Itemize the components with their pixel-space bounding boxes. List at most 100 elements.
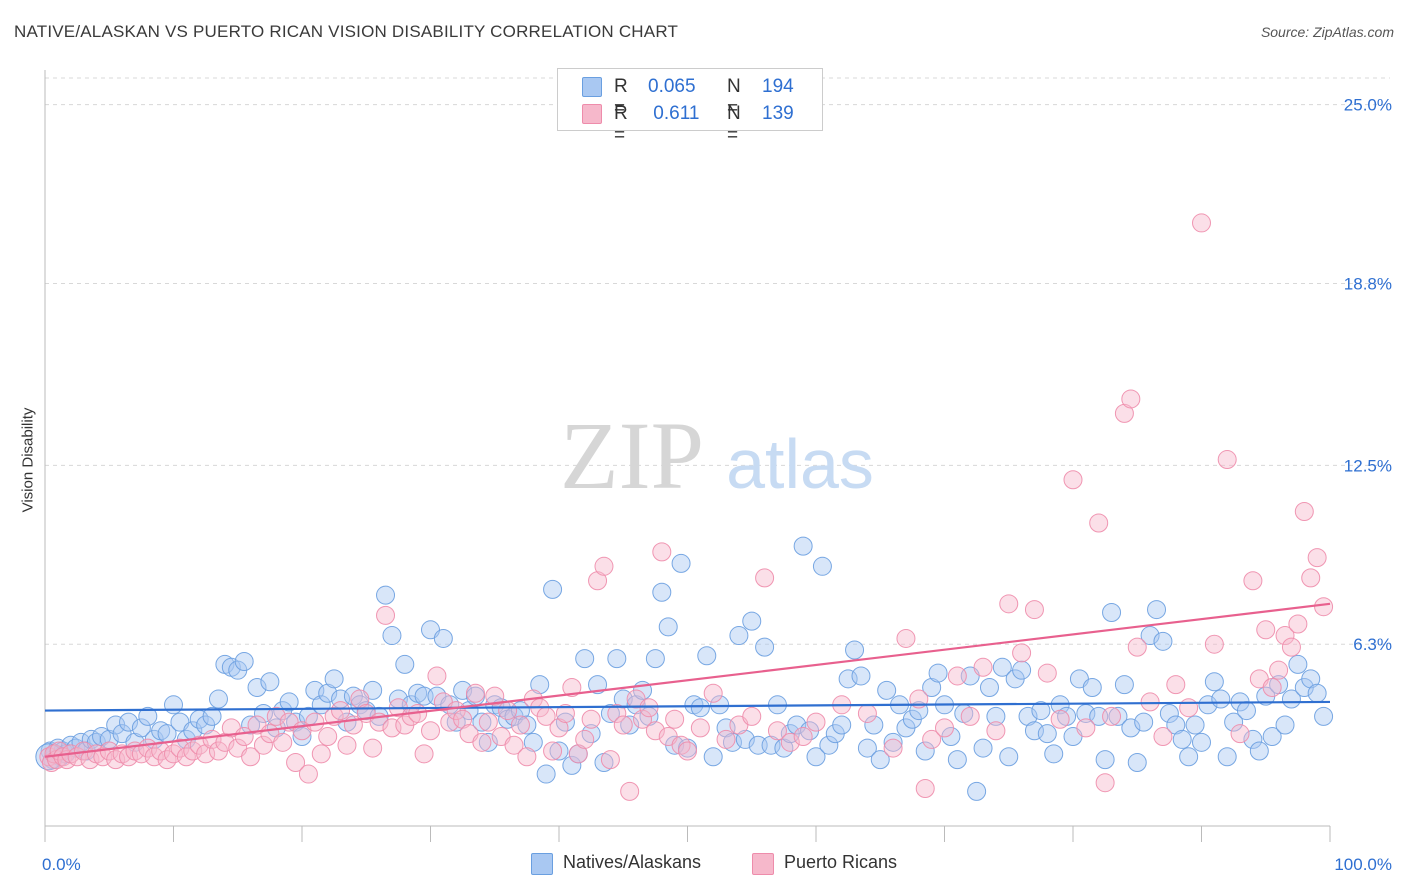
data-point <box>1050 709 1070 729</box>
data-point <box>504 735 524 755</box>
data-point <box>928 663 948 683</box>
data-point <box>517 715 537 735</box>
data-point <box>780 732 800 752</box>
data-point <box>241 715 261 735</box>
watermark-zip: ZIP <box>560 402 704 509</box>
data-point <box>337 735 357 755</box>
y-tick-label: 6.3% <box>1353 635 1392 654</box>
data-point <box>331 701 351 721</box>
data-point <box>568 744 588 764</box>
data-point <box>536 764 556 784</box>
data-point <box>395 654 415 674</box>
grid-lines <box>45 77 1390 645</box>
data-point <box>363 738 383 758</box>
data-point <box>607 703 627 723</box>
data-point <box>234 652 254 672</box>
data-point <box>639 698 659 718</box>
watermark: ZIP atlas <box>560 402 874 509</box>
data-point <box>472 712 492 732</box>
data-point <box>478 732 498 752</box>
data-point <box>1159 703 1179 723</box>
trend-line-natives <box>44 700 1331 712</box>
data-point <box>1275 626 1295 646</box>
data-point <box>877 680 897 700</box>
data-point <box>845 640 865 660</box>
data-point <box>1134 712 1154 732</box>
data-point <box>1140 626 1160 646</box>
data-point <box>819 735 839 755</box>
data-point <box>857 703 877 723</box>
data-point <box>922 729 942 749</box>
data-point <box>999 747 1019 767</box>
x-tick-label: 100.0% <box>1334 855 1392 874</box>
data-point <box>562 755 582 775</box>
data-point <box>253 735 273 755</box>
data-point <box>620 715 640 735</box>
data-point <box>665 709 685 729</box>
x-tick-label: 0.0% <box>42 855 81 874</box>
watermark-atlas: atlas <box>726 425 874 503</box>
data-point <box>671 553 691 573</box>
legend-r-value: 0.611 <box>648 103 700 124</box>
data-point <box>376 585 396 605</box>
data-point <box>1288 614 1308 634</box>
data-point <box>1095 750 1115 770</box>
data-point <box>716 718 736 738</box>
data-point <box>588 675 608 695</box>
data-point <box>1256 620 1276 640</box>
data-point <box>472 732 492 752</box>
data-point <box>260 672 280 692</box>
data-point <box>549 741 569 761</box>
data-point <box>922 677 942 697</box>
data-point <box>633 709 653 729</box>
data-point <box>1211 689 1231 709</box>
data-point <box>273 732 293 752</box>
data-point <box>247 677 267 697</box>
data-point <box>305 680 325 700</box>
data-point <box>1230 724 1250 744</box>
series-legend-label: Natives/Alaskans <box>563 852 702 872</box>
data-point <box>973 738 993 758</box>
data-point <box>613 715 633 735</box>
axes <box>44 70 1331 842</box>
data-point <box>1314 597 1334 617</box>
data-point <box>986 706 1006 726</box>
data-point <box>485 686 505 706</box>
data-point <box>607 649 627 669</box>
data-point <box>1102 706 1122 726</box>
data-point <box>652 542 672 562</box>
data-point <box>986 721 1006 741</box>
data-point <box>1301 669 1321 689</box>
data-point <box>729 626 749 646</box>
data-point <box>575 729 595 749</box>
data-point <box>1185 715 1205 735</box>
data-point <box>575 649 595 669</box>
data-point <box>1012 660 1032 680</box>
data-point <box>215 732 235 752</box>
data-point <box>549 718 569 738</box>
data-point <box>915 778 935 798</box>
data-point <box>1288 654 1308 674</box>
data-point <box>947 750 967 770</box>
data-point <box>1179 698 1199 718</box>
data-point <box>992 657 1012 677</box>
y-tick-label: 25.0% <box>1344 96 1392 115</box>
data-point <box>1121 389 1141 409</box>
data-point <box>883 738 903 758</box>
data-point <box>1224 712 1244 732</box>
data-point <box>478 712 498 732</box>
data-point <box>909 689 929 709</box>
data-point <box>202 729 222 749</box>
trend-lines <box>44 602 1331 758</box>
data-point <box>787 715 807 735</box>
data-point <box>286 753 306 773</box>
data-point <box>1243 571 1263 591</box>
data-point <box>279 692 299 712</box>
data-point <box>241 747 261 767</box>
data-point <box>1024 721 1044 741</box>
data-point <box>755 637 775 657</box>
data-point <box>1192 732 1211 752</box>
series-swatch-pink <box>752 853 774 875</box>
data-point <box>1269 660 1289 680</box>
